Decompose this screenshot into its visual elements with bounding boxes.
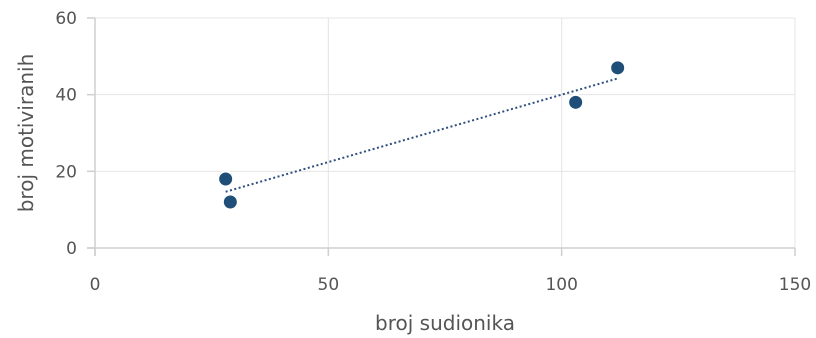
trendline (225, 77, 618, 193)
y-axis-title: broj motiviranih (14, 54, 38, 213)
tick-labels: 0 20 40 60 0 50 100 150 (55, 9, 811, 295)
grid (95, 17, 796, 248)
x-axis-title: broj sudionika (375, 311, 515, 335)
x-tick-label: 50 (318, 275, 340, 295)
data-point (221, 193, 239, 211)
y-tick-label: 60 (55, 9, 77, 29)
y-tick-label: 40 (55, 86, 77, 106)
trendline-group (225, 77, 618, 193)
data-point (609, 59, 627, 77)
data-points (217, 59, 627, 211)
y-tick-label: 20 (55, 162, 77, 182)
x-tick-label: 150 (779, 275, 811, 295)
data-point (217, 170, 235, 188)
x-tick-label: 0 (90, 275, 101, 295)
y-tick-label: 0 (66, 239, 77, 259)
x-tick-label: 100 (545, 275, 577, 295)
axes (87, 17, 796, 256)
data-point (567, 93, 585, 111)
